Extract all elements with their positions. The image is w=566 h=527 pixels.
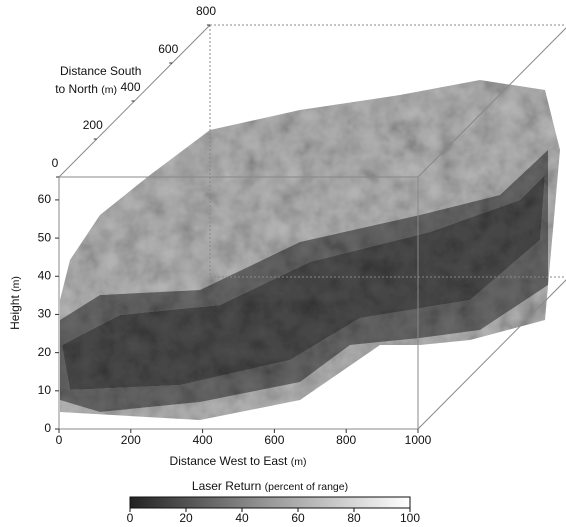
z-tick-label: 600 (158, 42, 178, 56)
y-tick-label: 50 (38, 230, 52, 244)
y-tick-label: 40 (38, 268, 52, 282)
colorbar-name: Laser Return (192, 479, 261, 493)
z-axis-title: to North (m) (55, 82, 117, 96)
x-axis-unit: (m) (291, 456, 307, 468)
y-tick-label: 30 (38, 307, 52, 321)
y-tick-label: 60 (38, 192, 52, 206)
x-tick-label: 1000 (405, 433, 432, 447)
colorbar-title: Laser Return (percent of range) (192, 479, 348, 493)
x-tick-label: 400 (193, 433, 213, 447)
front-face (58, 176, 419, 430)
x-axis-title: Distance West to East (m) (170, 454, 307, 468)
colorbar-tick-label: 80 (347, 511, 361, 525)
x-axis-name: Distance West to East (170, 454, 288, 468)
z-tick-label: 0 (52, 156, 59, 170)
y-axis-unit: (m) (10, 276, 22, 292)
z-axis-name: to North (55, 82, 98, 96)
y-axis-name: Height (8, 295, 22, 330)
colorbar-tick-label: 40 (235, 511, 249, 525)
depth-edge (417, 279, 566, 430)
volume-render (60, 80, 560, 420)
colorbar-unit: (percent of range) (265, 481, 348, 493)
x-tick-label: 0 (56, 433, 63, 447)
y-tick-label: 10 (38, 383, 52, 397)
z-tick-label: 200 (83, 118, 103, 132)
x-tick-label: 800 (336, 433, 356, 447)
z-axis-title: Distance South (60, 64, 141, 78)
z-tick-label: 800 (196, 4, 216, 18)
y-tick-label: 20 (38, 345, 52, 359)
back-face (209, 24, 566, 278)
colorbar-tick-label: 100 (400, 511, 420, 525)
depth-edge (417, 27, 566, 178)
y-tick-label: 0 (44, 421, 51, 435)
z-axis-unit: (m) (101, 84, 117, 96)
dark-core (62, 175, 545, 390)
x-tick-label: 600 (264, 433, 284, 447)
colorbar-tick-label: 60 (291, 511, 305, 525)
y-axis-title: Height (m) (8, 276, 22, 330)
colorbar-tick-label: 20 (179, 511, 193, 525)
colorbar (129, 496, 411, 509)
x-tick-label: 200 (121, 433, 141, 447)
z-tick-label: 400 (120, 80, 140, 94)
colorbar-tick-label: 0 (127, 511, 134, 525)
